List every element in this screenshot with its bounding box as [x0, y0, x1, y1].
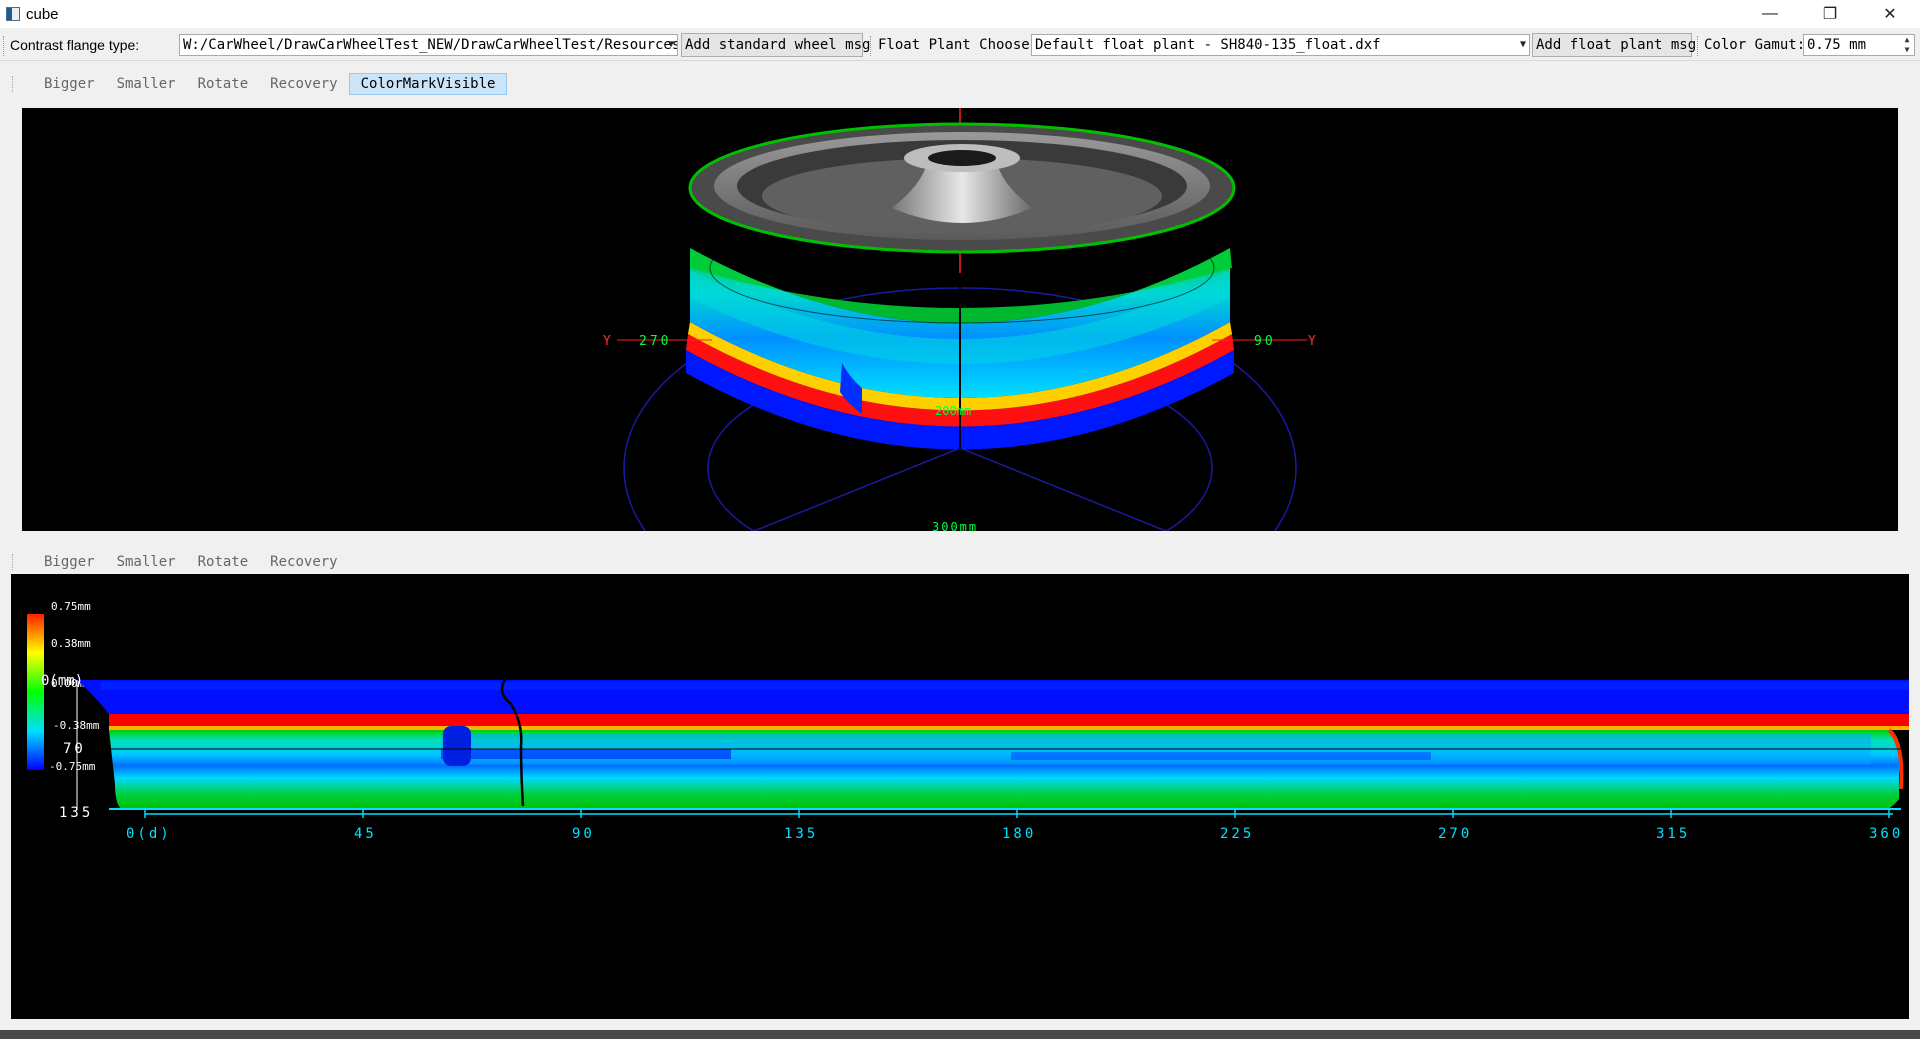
contrast-flange-value: W:/CarWheel/DrawCarWheelTest_NEW/DrawCar…: [183, 37, 678, 53]
float-plant-combo[interactable]: Default float plant - SH840-135_float.dx…: [1031, 34, 1530, 56]
x-axis-label: 225: [1220, 826, 1254, 842]
right-angle-label: 90: [1254, 334, 1276, 349]
rotate-button[interactable]: Rotate: [197, 554, 249, 570]
x-axis-label: 45: [354, 826, 377, 842]
ring-label-300: 300mm: [932, 520, 978, 531]
add-float-plant-button[interactable]: Add float plant msg: [1532, 33, 1696, 57]
x-axis-label: 90: [572, 826, 595, 842]
recovery-button[interactable]: Recovery: [270, 76, 338, 92]
wheel-2d-canvas: 0.75mm 0.38mm 0.00mm -0.38mm -0.75mm 0(m…: [27, 600, 1909, 842]
x-axis-label: 315: [1656, 826, 1690, 842]
toolbar-separator: [1697, 36, 1699, 56]
y-axis: 0(mm) 70 135: [41, 673, 93, 821]
toolbar-grip: [12, 554, 19, 570]
x-axis-label: 0(d): [126, 826, 172, 842]
window-controls: — ❐ ✕: [1740, 0, 1920, 28]
legend-label: 0.38mm: [51, 637, 91, 650]
title-bar: cube — ❐ ✕: [0, 0, 1920, 28]
restore-icon[interactable]: ❐: [1822, 6, 1838, 23]
view3d-toolbar: Bigger Smaller Rotate Recovery ColorMark…: [12, 73, 508, 95]
color-gamut-label: Color Gamut:: [1704, 37, 1806, 53]
window-title: cube: [26, 5, 59, 23]
status-bar: [0, 1030, 1920, 1039]
float-plant-label: Float Plant Choose:: [878, 37, 1039, 53]
minimize-icon[interactable]: —: [1762, 5, 1778, 22]
color-legend: 0.75mm 0.38mm 0.00mm -0.38mm -0.75mm: [27, 600, 100, 773]
y-axis-label: 70: [63, 741, 86, 757]
wheel-3d-canvas: Y 270 90 Y 200mm 300mm: [603, 108, 1316, 649]
color-gamut-spinbox[interactable]: 0.75 mm ▲ ▼: [1803, 34, 1915, 56]
color-gamut-value: 0.75 mm: [1807, 37, 1867, 53]
toolbar-grip: [3, 36, 5, 56]
smaller-button[interactable]: Smaller: [116, 76, 176, 92]
color-mark-visible-button[interactable]: ColorMarkVisible: [348, 73, 508, 95]
wheel-model: [686, 122, 1236, 463]
app-icon: [6, 7, 20, 21]
contrast-flange-label: Contrast flange type:: [10, 37, 140, 53]
legend-label: -0.75mm: [49, 760, 96, 773]
close-icon[interactable]: ✕: [1883, 6, 1897, 23]
y-axis-label: 0(mm): [41, 673, 83, 689]
recovery-button[interactable]: Recovery: [270, 554, 338, 570]
x-axis: 0(d) 45 90 135 180 225 270 315 360: [126, 810, 1903, 842]
rotate-button[interactable]: Rotate: [197, 76, 249, 92]
main-toolbar: Contrast flange type: W:/CarWheel/DrawCa…: [0, 30, 1920, 61]
wheel-3d-view[interactable]: Y 270 90 Y 200mm 300mm: [22, 108, 1898, 649]
bigger-button[interactable]: Bigger: [44, 554, 95, 570]
wheel-2d-unwrap-view[interactable]: 0.75mm 0.38mm 0.00mm -0.38mm -0.75mm 0(m…: [11, 574, 1909, 1019]
right-axis-label: Y: [1308, 334, 1316, 349]
spin-arrows-icon[interactable]: ▲ ▼: [1904, 35, 1910, 54]
left-angle-label: 270: [639, 334, 671, 349]
deviation-map: [77, 677, 1909, 810]
ring-label-200: 200mm: [935, 404, 971, 418]
float-plant-value: Default float plant - SH840-135_float.dx…: [1035, 37, 1381, 53]
y-axis-label: 135: [59, 805, 93, 821]
x-axis-label: 270: [1438, 826, 1472, 842]
x-axis-label: 360: [1869, 826, 1903, 842]
x-axis-label: 180: [1002, 826, 1036, 842]
add-standard-wheel-button[interactable]: Add standard wheel msg: [681, 33, 870, 57]
chevron-down-icon: ▼: [1519, 39, 1526, 50]
smaller-button[interactable]: Smaller: [116, 554, 176, 570]
view2d-toolbar: Bigger Smaller Rotate Recovery: [12, 551, 349, 573]
left-axis-label: Y: [603, 334, 611, 349]
toolbar-separator: [870, 36, 872, 56]
legend-label: 0.75mm: [51, 600, 91, 613]
contrast-flange-combo[interactable]: W:/CarWheel/DrawCarWheelTest_NEW/DrawCar…: [179, 34, 678, 56]
bigger-button[interactable]: Bigger: [44, 76, 95, 92]
legend-label: -0.38mm: [53, 719, 100, 732]
toolbar-grip: [12, 76, 19, 92]
x-axis-label: 135: [784, 826, 818, 842]
chevron-down-icon: ▼: [667, 39, 674, 50]
